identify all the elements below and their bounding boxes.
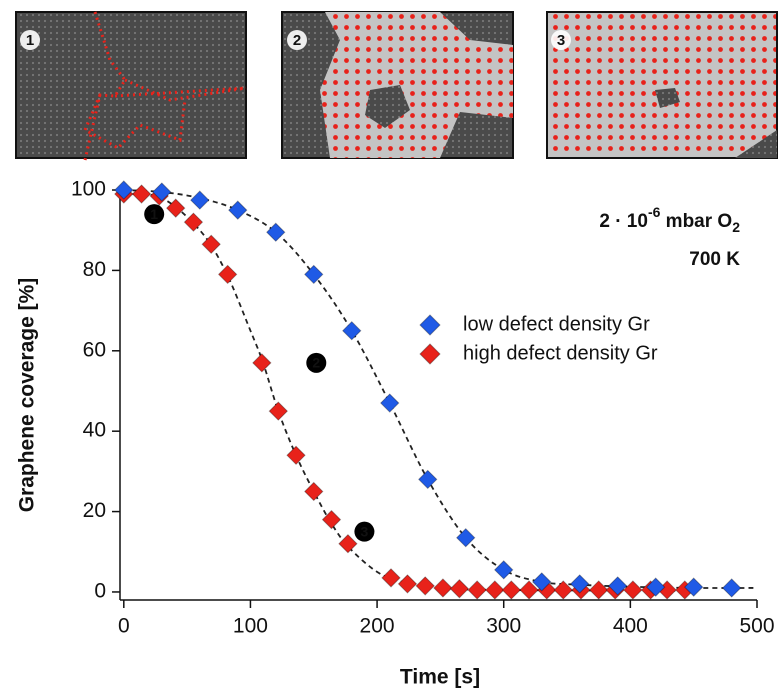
data-point: [569, 574, 590, 594]
data-point: [338, 534, 358, 554]
step-marker-label: 1: [150, 206, 158, 222]
x-tick-label: 200: [360, 615, 395, 638]
inset-label: 2: [293, 32, 301, 49]
inset-badge: [20, 30, 40, 50]
data-point: [183, 212, 204, 232]
step-marker: [306, 352, 327, 373]
x-tick-label: 0: [118, 615, 130, 638]
y-tick-label: 60: [83, 338, 106, 361]
data-point: [449, 579, 470, 599]
step-marker: [144, 204, 165, 225]
ann-exponent: -6: [648, 204, 661, 220]
data-point: [201, 234, 221, 254]
data-point: [683, 577, 704, 597]
x-tick-label: 100: [233, 615, 268, 638]
step-marker-label: 3: [361, 523, 369, 539]
ann-base: 2 · 10: [599, 211, 648, 232]
inset-2: [281, 11, 514, 159]
data-point: [131, 184, 152, 204]
x-axis-label: Time [s]: [400, 666, 480, 689]
y-tick-label: 20: [83, 499, 106, 522]
data-point: [381, 568, 401, 588]
data-point: [588, 580, 609, 600]
inset-1: [15, 11, 247, 161]
data-point: [321, 509, 342, 530]
data-point: [721, 578, 742, 598]
data-point: [623, 580, 643, 600]
x-tick-label: 500: [739, 615, 774, 638]
data-point: [252, 353, 272, 373]
legend-marker: [419, 343, 441, 365]
data-point: [418, 469, 438, 490]
inset-badge: [287, 30, 307, 50]
step-marker-label: 2: [312, 355, 320, 371]
ann-subscript: 2: [732, 219, 740, 235]
data-point: [433, 578, 453, 598]
data-point: [532, 572, 552, 592]
data-point: [645, 577, 666, 597]
legend-label: low defect density Gr: [463, 313, 650, 335]
legend-marker: [419, 314, 441, 336]
y-tick-label: 40: [83, 419, 106, 442]
data-point: [519, 580, 539, 600]
inset-labels: 1 2 3: [20, 30, 571, 50]
fit-curve: [123, 189, 758, 589]
data-point: [266, 222, 286, 242]
fit-curve: [123, 193, 694, 592]
inset-label: 1: [26, 32, 34, 49]
data-point: [485, 580, 505, 600]
data-point: [152, 182, 172, 202]
temperature-annotation: 700 K: [689, 249, 740, 270]
y-tick-label: 100: [71, 178, 106, 201]
data-point: [228, 200, 248, 220]
data-point: [415, 576, 435, 596]
data-point: [607, 576, 628, 596]
x-tick-label: 400: [613, 615, 648, 638]
data-point: [342, 320, 362, 341]
data-point: [456, 527, 476, 548]
data-point: [217, 264, 238, 285]
inset-badge: [551, 30, 571, 50]
data-point: [397, 574, 418, 594]
data-point: [114, 180, 134, 200]
data-point: [304, 264, 324, 285]
condition-annotation: 2 · 10-6 mbar O2: [599, 204, 740, 235]
y-axis-label: Graphene coverage [%]: [16, 278, 39, 513]
y-tick-label: 80: [83, 258, 106, 281]
data-point: [494, 560, 514, 580]
step-marker: [354, 521, 375, 542]
x-tick-label: 300: [486, 615, 521, 638]
data-point: [190, 190, 210, 210]
data-point: [380, 393, 400, 413]
data-point: [501, 580, 522, 600]
ann-unit: mbar O: [660, 211, 732, 232]
data-point: [467, 580, 487, 600]
inset-label: 3: [557, 32, 565, 49]
inset-3: [546, 11, 778, 159]
y-tick-label: 0: [94, 580, 106, 603]
data-point: [286, 445, 306, 466]
data-point: [304, 481, 324, 502]
legend-label: high defect density Gr: [463, 342, 658, 364]
data-point: [268, 401, 289, 421]
data-point: [553, 580, 573, 600]
data-point: [166, 198, 186, 218]
